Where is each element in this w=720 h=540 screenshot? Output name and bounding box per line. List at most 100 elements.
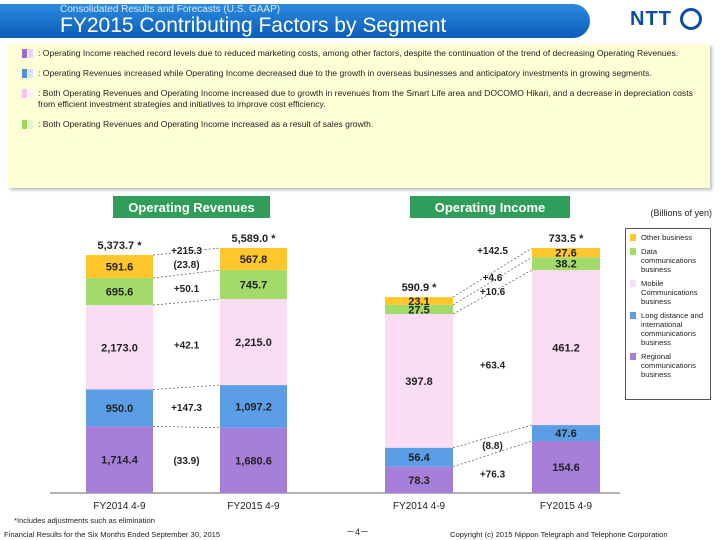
total-label: 5,589.0 *: [231, 233, 276, 245]
bar-segment: [385, 304, 453, 315]
legend-entry: Mobile Communications business: [629, 279, 707, 306]
value-label: 745.7: [240, 280, 268, 292]
copyright: Copyright (c) 2015 Nippon Telegraph and …: [450, 530, 668, 539]
value-label: 27.5: [408, 304, 429, 316]
total-label: 5,373.7 *: [97, 240, 142, 252]
subtitle: Consolidated Results and Forecasts (U.S.…: [60, 4, 281, 15]
value-label: 397.8: [405, 376, 433, 388]
legend-swatch: [630, 234, 636, 241]
chart-heading-box: [113, 196, 270, 218]
bar-segment: [86, 305, 153, 390]
change-label: +63.4: [480, 360, 506, 371]
note-swatch: [22, 69, 27, 78]
x-tick-label: FY2014 4-9: [393, 501, 446, 512]
title: FY2015 Contributing Factors by Segment: [60, 14, 447, 37]
x-tick-label: FY2015 4-9: [540, 501, 593, 512]
connector: [152, 269, 221, 279]
change-label: +215.3: [171, 246, 202, 257]
value-label: 1,097.2: [235, 401, 272, 413]
value-label: 154.6: [552, 462, 580, 474]
change-label: +10.6: [480, 287, 506, 298]
value-label: 23.1: [408, 296, 429, 308]
bar-segment: [385, 314, 453, 448]
bar-segment: [86, 389, 153, 427]
bar-segment: [532, 441, 600, 493]
change-label: (23.8): [173, 260, 199, 271]
value-label: 461.2: [552, 343, 580, 355]
connector: [452, 424, 533, 449]
value-label: 27.6: [555, 248, 576, 260]
x-tick-label: FY2015 4-9: [227, 501, 280, 512]
value-label: 1,714.4: [101, 455, 139, 467]
legend-swatch: [630, 312, 636, 319]
connector: [452, 269, 533, 315]
note-swatch: [22, 49, 27, 58]
note: : Both Operating Revenues and Operating …: [16, 88, 702, 110]
logo-mark: [680, 8, 702, 30]
note: : Both Operating Revenues and Operating …: [16, 119, 702, 130]
footnote: *Includes adjustments such as eliminatio…: [14, 516, 155, 525]
legend-swatch: [630, 248, 636, 255]
connector: [152, 384, 221, 390]
value-label: 2,173.0: [101, 342, 138, 354]
bar-segment: [86, 426, 153, 493]
notes-box: : Operating Income reached record levels…: [8, 44, 710, 188]
note-swatch: [22, 89, 27, 98]
bar-segment: [532, 248, 600, 258]
legend-entry: Long distance and international communic…: [629, 311, 707, 347]
note-swatch: [22, 120, 27, 129]
note-swatch: [28, 89, 33, 98]
bar-segment: [532, 257, 600, 271]
units: (Billions of yen): [650, 208, 712, 218]
legend-swatch: [630, 280, 636, 287]
chart-heading: Operating Income: [435, 200, 546, 215]
page-number: －4－: [346, 527, 370, 537]
change-label: +50.1: [174, 284, 200, 295]
legend: Other business Data communications busine…: [625, 228, 711, 400]
change-label: (8.8): [482, 441, 503, 452]
note-swatch: [28, 49, 33, 58]
value-label: 78.3: [408, 475, 429, 487]
value-label: 591.6: [106, 262, 134, 274]
bar-segment: [220, 270, 287, 300]
connector: [452, 440, 533, 468]
note-swatch: [28, 69, 33, 78]
bar-segment: [220, 248, 287, 271]
bar-segment: [385, 466, 453, 493]
change-label: +76.3: [480, 469, 506, 480]
note: : Operating Income reached record levels…: [16, 48, 702, 59]
connector: [452, 256, 533, 306]
header: Consolidated Results and Forecasts (U.S.…: [0, 0, 720, 42]
change-label: +4.6: [483, 273, 503, 284]
change-label: +42.1: [174, 341, 200, 352]
value-label: 38.2: [555, 259, 576, 271]
value-label: 2,215.0: [235, 337, 272, 349]
chart-heading: Operating Revenues: [128, 200, 254, 215]
bar-segment: [385, 297, 453, 305]
change-label: +142.5: [477, 246, 508, 257]
change-label: (33.9): [173, 456, 199, 467]
bar-segment: [86, 255, 153, 279]
change-label: +147.3: [171, 403, 202, 414]
value-label: 1,680.6: [235, 455, 272, 467]
bar-segment: [220, 427, 287, 493]
connector: [152, 298, 221, 306]
note-swatch: [28, 120, 33, 129]
footer-source: Financial Results for the Six Months End…: [4, 530, 221, 539]
connector: [452, 247, 533, 298]
logo: NTT: [630, 8, 672, 30]
total-label: 733.5 *: [549, 233, 585, 245]
bar-segment: [220, 299, 287, 386]
connector: [152, 247, 221, 256]
chart-heading-box: [410, 196, 570, 218]
legend-entry: Regional communications business: [629, 352, 707, 379]
note: : Operating Revenues increased while Ope…: [16, 68, 702, 79]
bar-segment: [385, 447, 453, 467]
legend-entry: Data communications business: [629, 247, 707, 274]
x-tick-label: FY2014 4-9: [93, 501, 146, 512]
connector: [152, 426, 221, 429]
bar-segment: [532, 270, 600, 426]
legend-swatch: [630, 353, 636, 360]
total-label: 590.9 *: [402, 282, 438, 294]
